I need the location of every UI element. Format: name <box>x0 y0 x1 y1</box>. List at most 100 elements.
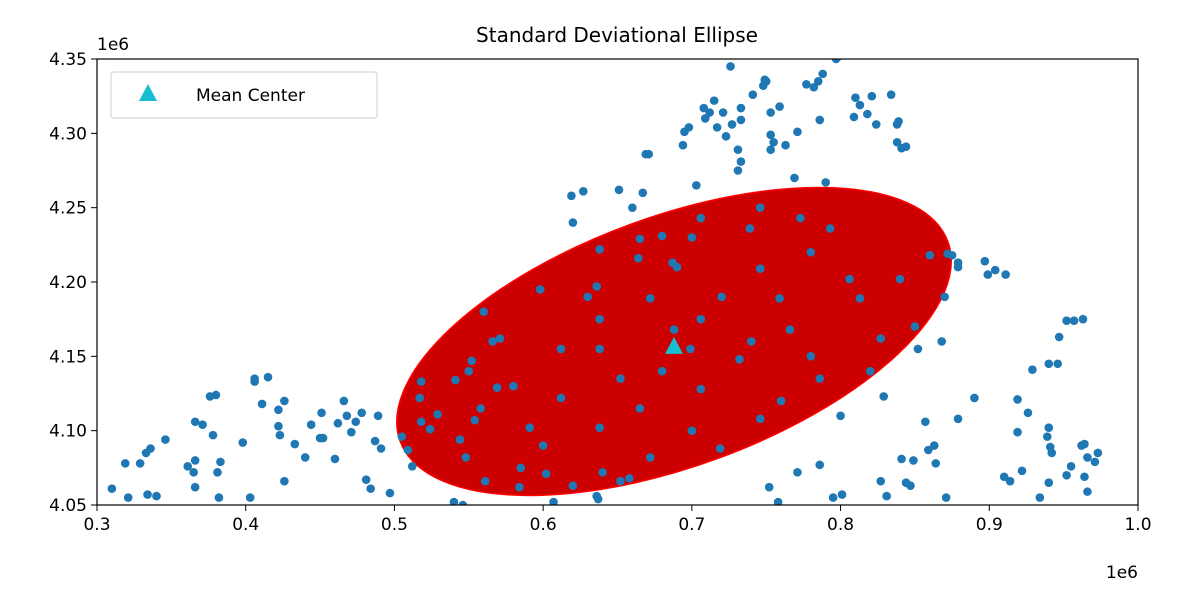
data-point <box>541 469 551 479</box>
data-point <box>525 423 535 432</box>
data-point <box>726 62 735 71</box>
x-tick-label: 0.8 <box>827 515 854 535</box>
y-tick-label: 4.25 <box>49 199 87 219</box>
data-point <box>464 366 474 376</box>
data-point <box>107 484 117 493</box>
data-point <box>712 123 722 132</box>
data-point <box>876 334 886 343</box>
data-point <box>190 417 200 427</box>
data-point <box>495 334 505 343</box>
data-point <box>458 500 468 505</box>
data-point <box>953 258 963 267</box>
data-point <box>825 224 835 233</box>
data-point <box>699 103 709 113</box>
data-point <box>821 178 830 187</box>
data-point <box>815 115 825 125</box>
data-point <box>451 375 460 385</box>
data-point <box>1090 457 1100 467</box>
data-point <box>397 432 407 441</box>
data-point <box>257 399 267 409</box>
data-point <box>238 438 248 447</box>
data-point <box>748 90 758 99</box>
data-point <box>687 233 697 242</box>
data-point <box>953 414 963 424</box>
data-point <box>616 374 625 383</box>
data-point <box>705 108 715 117</box>
data-point <box>909 456 918 465</box>
data-point <box>866 366 875 376</box>
data-point <box>761 77 771 86</box>
data-point <box>1066 462 1076 471</box>
data-point <box>595 244 604 254</box>
data-point <box>1093 448 1103 458</box>
data-point <box>598 467 607 477</box>
data-point <box>1035 493 1045 502</box>
data-point <box>638 188 648 198</box>
data-point <box>1042 432 1052 441</box>
data-point <box>686 344 695 354</box>
data-point <box>806 352 816 361</box>
data-point <box>535 285 545 294</box>
x-tick-label: 1.0 <box>1124 515 1151 535</box>
data-point <box>330 454 340 464</box>
x-tick-label: 0.6 <box>530 515 557 535</box>
data-point <box>1028 365 1037 375</box>
data-point <box>755 414 765 424</box>
data-point <box>635 404 645 413</box>
data-point <box>980 256 990 266</box>
data-point <box>614 185 624 195</box>
data-point <box>913 344 923 354</box>
data-point <box>717 292 726 302</box>
data-point <box>733 166 743 175</box>
data-point <box>1083 487 1092 496</box>
data-point <box>924 445 933 455</box>
data-point <box>687 426 697 435</box>
data-point <box>509 381 518 391</box>
data-point <box>480 476 490 486</box>
data-point <box>625 473 634 483</box>
data-point <box>198 420 207 430</box>
data-point <box>793 127 802 137</box>
data-point <box>556 393 566 403</box>
data-point <box>657 366 667 376</box>
y-tick-label: 4.05 <box>49 496 87 516</box>
data-point <box>678 140 688 150</box>
data-point <box>813 77 823 86</box>
data-point <box>796 213 805 223</box>
data-point <box>556 344 566 354</box>
data-point <box>318 433 328 443</box>
data-point <box>775 102 784 111</box>
data-point <box>568 481 578 490</box>
data-point <box>634 253 643 263</box>
data-point <box>790 173 799 183</box>
data-point <box>669 325 679 334</box>
data-point <box>937 337 946 346</box>
data-point <box>190 482 200 492</box>
data-point <box>1054 332 1064 342</box>
plot-area <box>107 59 1103 505</box>
data-point <box>492 383 502 392</box>
data-point <box>214 493 224 502</box>
data-point <box>274 421 283 431</box>
data-point <box>583 292 593 302</box>
data-point <box>851 93 860 102</box>
data-point <box>733 145 743 154</box>
data-point <box>339 396 349 406</box>
y-tick-label: 4.15 <box>49 347 87 367</box>
data-point <box>1069 316 1079 325</box>
data-point <box>769 137 778 147</box>
data-point <box>764 482 774 492</box>
data-point <box>190 456 200 465</box>
data-point <box>837 490 847 499</box>
data-point <box>515 482 524 492</box>
data-point <box>274 405 283 415</box>
x-offset-label: 1e6 <box>1106 563 1138 583</box>
data-point <box>1023 408 1033 418</box>
data-point <box>616 476 625 486</box>
data-point <box>1080 472 1089 482</box>
data-point <box>245 493 255 502</box>
data-point <box>250 377 259 386</box>
data-point <box>766 108 775 117</box>
y-tick-label: 4.10 <box>49 422 87 442</box>
